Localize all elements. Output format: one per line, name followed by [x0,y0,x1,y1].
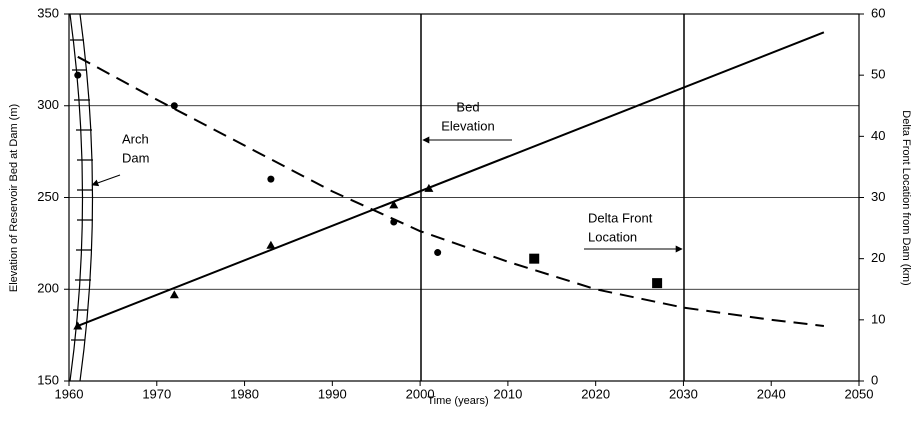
triangle-marker [169,290,179,299]
y-tick-label: 150 [37,372,59,387]
square-marker [652,278,663,289]
triangle-marker [266,240,276,249]
circle-marker [267,175,275,183]
x-tick-label: 1970 [142,386,171,401]
y-tick-label: 350 [37,5,59,20]
dashed-line [77,55,825,327]
annotation: Bed [456,99,479,114]
y-tick-label: 300 [37,97,59,112]
y-tick-label: 200 [37,281,59,296]
y2-tick-label: 20 [871,250,885,265]
y2-tick-label: 50 [871,67,885,82]
annotation: Arch [122,131,149,146]
circle-marker [390,218,398,226]
annotation: Delta Front [588,210,653,225]
x-tick-label: 1990 [318,386,347,401]
triangle-marker [73,321,83,330]
circle-marker [434,249,442,257]
x-tick-label: 1980 [230,386,259,401]
plot-frame [68,13,860,382]
x-tick-label: 2020 [581,386,610,401]
y-axis-label: Elevation of Reservoir Bed at Dam (m) [8,104,20,292]
x-tick-label: 2050 [845,386,874,401]
annotation-arrow [91,174,121,187]
x-tick-label: 2030 [669,386,698,401]
annotation: Dam [122,150,149,165]
x-tick-label: 2010 [493,386,522,401]
y2-tick-label: 40 [871,128,885,143]
y2-tick-label: 0 [871,372,878,387]
y2-tick-label: 30 [871,189,885,204]
triangle-marker [389,200,399,209]
x-tick-label: 2040 [757,386,786,401]
triangle-marker [424,183,434,192]
x-axis-label: Time (years) [427,395,488,407]
y-tick-label: 250 [37,189,59,204]
square-marker [529,253,540,264]
solid-line [77,31,825,327]
y2-tick-label: 10 [871,311,885,326]
y2-axis-label: Delta Front Location from Dam (km) [900,110,912,285]
x-tick-label: 2000 [406,386,435,401]
annotation: Elevation [441,118,494,133]
circle-marker [170,102,178,110]
circle-marker [74,71,82,79]
annotation: Location [588,229,637,244]
x-tick-label: 1960 [55,386,84,401]
y2-tick-label: 60 [871,5,885,20]
